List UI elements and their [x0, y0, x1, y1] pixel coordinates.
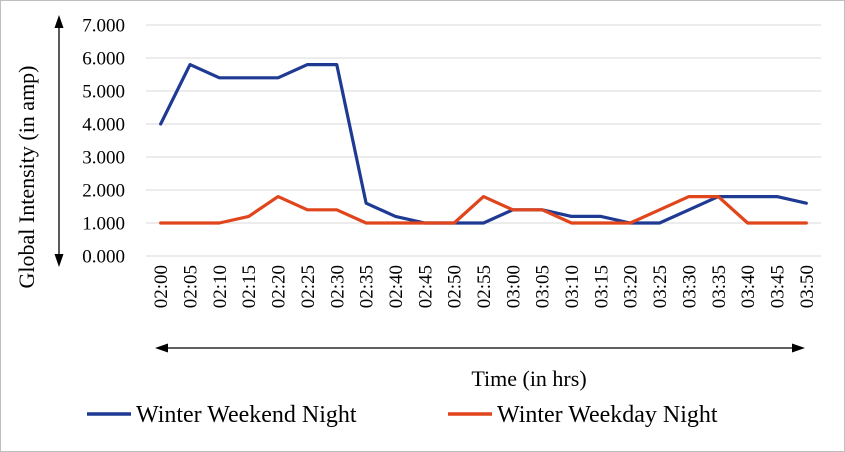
legend-label-2: Winter Weekday Night: [497, 402, 718, 428]
y-tick-label: 0.000: [82, 247, 125, 268]
x-tick-label: 02:10: [210, 265, 231, 308]
x-tick-label: 02:00: [151, 265, 172, 308]
y-axis-title: Global Intensity (in amp): [14, 65, 39, 288]
x-tick-label: 02:05: [181, 265, 202, 308]
y-axis-arrow: [54, 15, 64, 267]
x-tick-label: 03:45: [767, 265, 788, 308]
x-tick-label: 03:35: [709, 265, 730, 308]
x-tick-label: 03:00: [503, 265, 524, 308]
x-tick-label: 02:45: [415, 265, 436, 308]
y-tick-label: 7.000: [82, 16, 125, 37]
x-tick-label: 02:40: [386, 265, 407, 308]
x-tick-label: 02:20: [269, 265, 290, 308]
x-tick-label: 02:30: [327, 265, 348, 308]
y-tick-label: 2.000: [82, 181, 125, 202]
x-tick-label: 03:10: [562, 265, 583, 308]
gridlines: [146, 24, 821, 257]
x-axis-title: Time (in hrs): [471, 366, 586, 391]
y-tick-label: 1.000: [82, 214, 125, 235]
x-tick-label: 02:50: [445, 265, 466, 308]
x-tick-label: 03:30: [679, 265, 700, 308]
x-tick-label: 03:20: [621, 265, 642, 308]
x-tick-label: 02:55: [474, 265, 495, 308]
y-tick-label: 6.000: [82, 49, 125, 70]
x-tick-label: 02:15: [239, 265, 260, 308]
legend: Winter Weekend Night Winter Weekday Night: [87, 402, 718, 428]
series-line-2: [159, 195, 808, 225]
y-tick-label: 3.000: [82, 148, 125, 169]
series-line-1: [159, 62, 808, 225]
y-axis-ticks: 0.000 1.000 2.000 3.000 4.000 5.000 6.000 7.000: [82, 16, 125, 268]
legend-label-1: Winter Weekend Night: [136, 402, 357, 428]
x-axis-arrow: [155, 343, 805, 353]
y-tick-label: 5.000: [82, 82, 125, 103]
x-tick-label: 02:35: [357, 265, 378, 308]
x-tick-label: 03:15: [591, 265, 612, 308]
x-tick-label: 03:40: [738, 265, 759, 308]
series-lines: [159, 62, 808, 225]
x-tick-label: 03:50: [797, 265, 818, 308]
x-axis-ticks: 02:00 02:05 02:10 02:15 02:20 02:25 02:30 02:35…: [151, 265, 818, 308]
x-tick-label: 03:25: [650, 265, 671, 308]
x-tick-label: 02:25: [298, 265, 319, 308]
y-tick-label: 4.000: [82, 115, 125, 136]
x-tick-label: 03:05: [533, 265, 554, 308]
